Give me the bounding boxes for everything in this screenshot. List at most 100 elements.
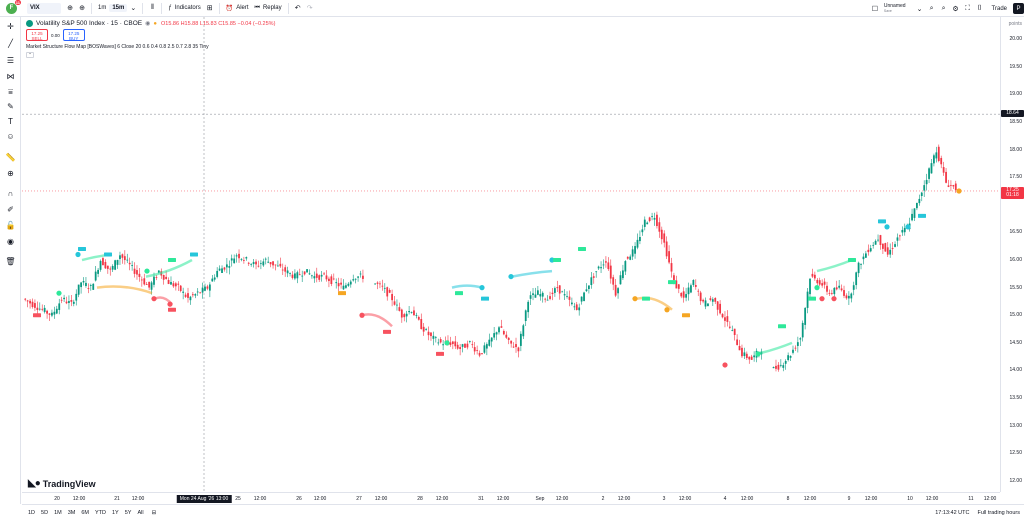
crosshair-icon[interactable]: ✛ [7,22,14,31]
candle-body [631,249,634,257]
candle-body [532,293,534,295]
fullscreen-icon[interactable]: ⛶ [965,4,970,12]
range-3m[interactable]: 3M [67,510,76,516]
magnet-icon[interactable]: ∩ [7,189,14,198]
trend-line-icon[interactable]: ╱ [8,39,13,48]
candle-body [311,275,313,277]
replay-button[interactable]: ⏮ Replay [252,0,285,17]
trade-button[interactable]: Trade [991,5,1007,12]
candle-body [716,301,719,310]
candle-body [891,248,894,249]
candle-body [782,365,785,368]
structure-label [78,246,86,251]
eye-icon[interactable]: ◉ [145,21,151,27]
search-icon[interactable]: ⌕ [929,4,934,12]
candle-body [502,330,505,335]
chart-pane[interactable] [22,17,1000,492]
time-tick-label: 12:00 [72,496,86,502]
symbol-search-input[interactable]: VIX [27,2,61,14]
range-1d[interactable]: 1D [28,510,36,516]
zoom-in-icon[interactable]: ⊕ [7,169,14,178]
range-ytd[interactable]: YTD [94,510,106,516]
time-axis[interactable]: 20 12:00 21 12:00 Mon 24 Aug '26 13:00 25 12:0… [22,492,1000,504]
fib-icon[interactable]: ⩸ [8,86,13,96]
candle-body [864,253,867,258]
structure-marker [479,285,485,291]
sell-button[interactable]: 17.25 SELL [26,29,48,41]
layout-square-icon[interactable]: ☐ [871,5,878,13]
emoji-icon[interactable]: ☺ [6,132,15,141]
candle-body [738,345,741,351]
candle-body [194,294,197,296]
candles-icon[interactable]: ⫴ [150,4,154,11]
candle-body [517,347,520,352]
brush-icon[interactable]: ✎ [7,102,14,111]
timeframe-15m[interactable]: 15m [109,4,128,12]
range-all[interactable]: All [137,510,144,516]
range-1y[interactable]: 1Y [111,510,119,516]
pitchfork-icon[interactable]: ⋈ [6,72,15,81]
candle-body [629,256,632,260]
price-chart[interactable] [22,17,1000,492]
price-axis[interactable]: points 20.00 19.50 19.00 18.50 18.00 17.50 16.… [1000,17,1024,492]
indicators-button[interactable]: ƒ Indicators [165,0,203,17]
time-tick-label: 9 [847,496,851,502]
candle-body [724,317,726,321]
publish-button[interactable]: P [1013,3,1024,14]
divider [161,2,163,14]
candle-body [68,301,70,303]
range-6m[interactable]: 6M [81,510,89,516]
redo-icon[interactable]: ↷ [306,5,313,12]
range-1m[interactable]: 1M [54,510,62,516]
candle-body [549,296,551,299]
structure-label [878,219,886,224]
date-range-icon[interactable]: ⊟ [151,510,157,516]
candle-body [947,185,950,187]
tradingview-logo[interactable]: ◣● TradingView [28,478,96,489]
clock[interactable]: 17:13:42 UTC [935,510,970,516]
settings-gear-icon[interactable]: ⚙ [952,5,959,13]
horizontal-lines-icon[interactable]: ☰ [6,56,15,65]
structure-label [668,280,676,285]
quick-search-icon[interactable]: ⌕ [941,4,946,12]
user-avatar[interactable]: F 11 [6,0,21,14]
candle-body [920,192,923,197]
price-tick-label: 13.00 [1009,422,1022,429]
alert-button[interactable]: ⏰ Alert [223,0,252,17]
candle-body [153,276,155,285]
ruler-icon[interactable]: 📏 [5,153,16,162]
lock-icon[interactable]: 🔓 [5,221,16,230]
candle-body [43,307,46,312]
timeframe-1m[interactable]: 1m [98,5,107,11]
range-5d[interactable]: 5D [41,510,49,516]
range-5y[interactable]: 5Y [124,510,132,516]
buy-button[interactable]: 17.25 BUY [62,29,85,41]
candle-body [165,276,168,280]
candle-body [301,275,304,277]
trash-icon[interactable]: 🗑 [5,257,16,266]
undo-icon[interactable]: ↶ [294,5,301,12]
candle-body [70,299,73,302]
structure-marker [905,224,911,230]
candle-body [568,296,571,300]
candle-body [575,304,578,310]
chevron-down-icon[interactable]: ⌄ [130,5,137,12]
candle-body [835,287,838,290]
templates-icon[interactable]: ⊞ [206,5,213,12]
compare-icon[interactable]: ⊕ [79,5,85,12]
add-symbol-icon[interactable]: ⊕ [67,5,73,12]
lock-drawing-icon[interactable]: ✐ [7,205,14,214]
chevron-down-icon[interactable]: ⌄ [916,5,923,13]
layout-name-button[interactable]: Unnamed Save [884,3,906,14]
indicator-title[interactable]: Market Structure Flow Map [BOSWaves] 6 C… [26,44,209,50]
candle-body [476,350,479,351]
session-label[interactable]: Full trading hours [977,510,1021,516]
candle-body [396,304,398,306]
eye-icon[interactable]: ◉ [7,237,14,246]
collapse-legend-icon[interactable]: ⌃ [26,52,34,58]
candle-body [881,243,884,249]
text-icon[interactable]: T [8,117,13,126]
camera-icon[interactable]: ⌷ [977,4,982,12]
candle-body [670,263,673,272]
time-tick-label: 28 [417,496,423,502]
